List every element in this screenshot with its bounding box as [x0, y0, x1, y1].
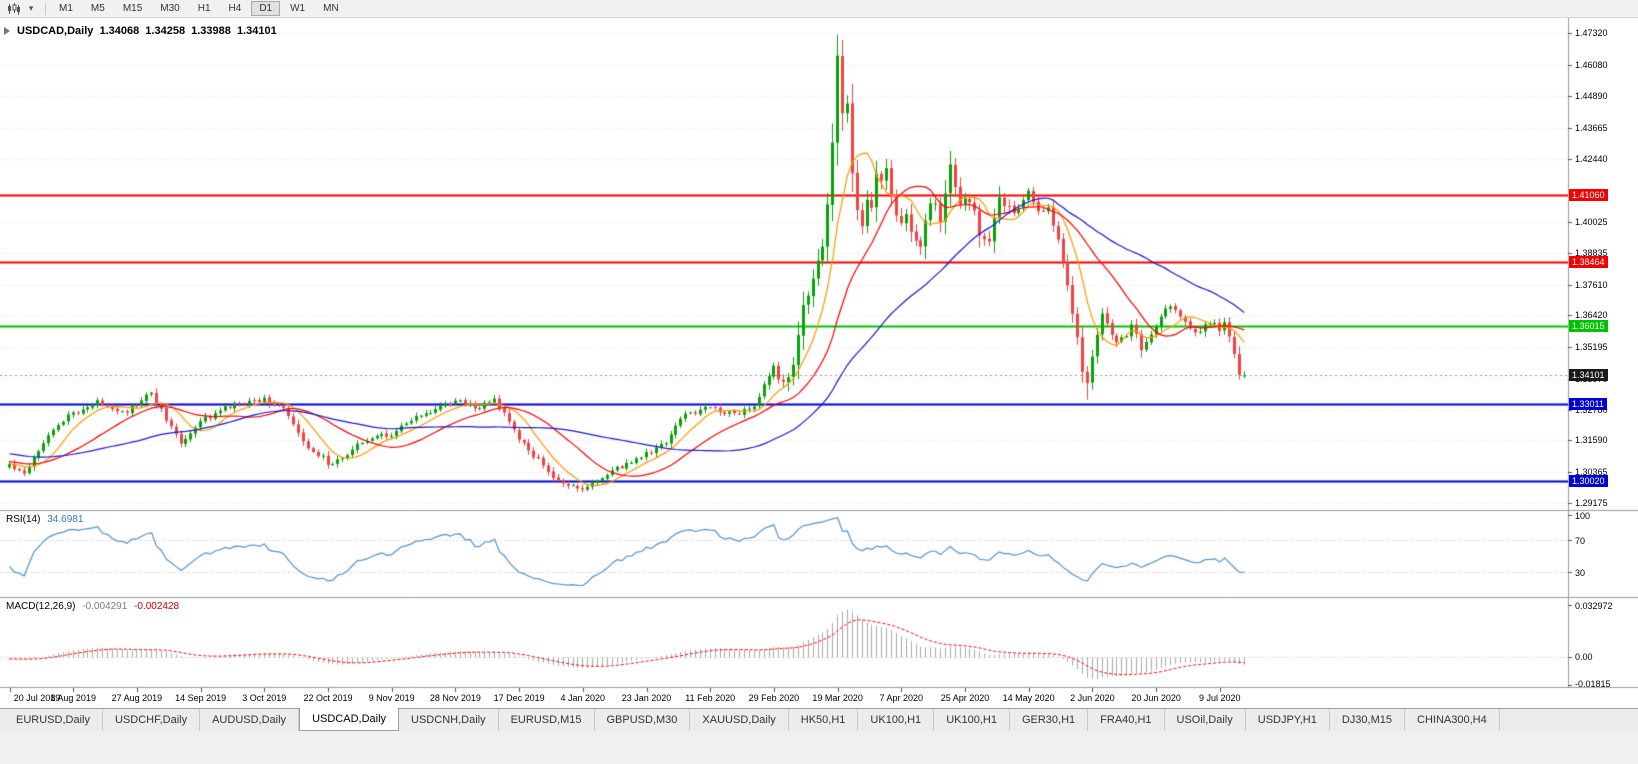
timeframe-dropdown-icon[interactable]: ▾	[22, 1, 40, 17]
timeframe-w1[interactable]: W1	[282, 1, 313, 16]
toolbar-separator	[45, 2, 46, 15]
chart-low-value: 1.33988	[191, 25, 231, 37]
macd-indicator-name: MACD(12,26,9)	[6, 601, 76, 612]
timeframe-buttons: M1 M5 M15 M30 H1 H4 D1 W1 MN	[51, 1, 347, 16]
chart-close-value: 1.34101	[236, 25, 277, 37]
chart-tab-usdcad-daily[interactable]: USDCAD,Daily	[299, 708, 400, 731]
rsi-indicator-name: RSI(14)	[6, 514, 41, 525]
one-click-trading-icon[interactable]	[4, 27, 10, 35]
price-axis[interactable]	[1568, 18, 1638, 688]
chart-tab-xauusd-daily[interactable]: XAUUSD,Daily	[690, 709, 789, 731]
timeframe-h1[interactable]: H1	[190, 1, 219, 16]
chart-tab-usdcnh-daily[interactable]: USDCNH,Daily	[399, 709, 499, 731]
chart-tab-uk100-h1[interactable]: UK100,H1	[858, 709, 935, 731]
timeframe-d1[interactable]: D1	[251, 1, 281, 16]
rsi-header: RSI(14) 34.6981	[6, 514, 87, 525]
chart-tabs-bar: EURUSD,Daily USDCHF,Daily AUDUSD,Daily USDC…	[0, 708, 1638, 731]
chart-tab-usoil-daily[interactable]: USOil,Daily	[1165, 709, 1246, 731]
chart-tab-gbpusd-m30[interactable]: GBPUSD,M30	[595, 709, 691, 731]
timeframe-mn[interactable]: MN	[315, 1, 347, 16]
chart-tab-fra40-h1[interactable]: FRA40,H1	[1088, 709, 1165, 731]
macd-signal-value: -0.002428	[134, 601, 180, 612]
chart-tab-audusd-daily[interactable]: AUDUSD,Daily	[200, 709, 300, 731]
timeframe-h4[interactable]: H4	[221, 1, 250, 16]
chart-canvas[interactable]	[0, 18, 1638, 708]
timeframe-m5[interactable]: M5	[83, 1, 113, 16]
chart-tab-ger30-h1[interactable]: GER30,H1	[1010, 709, 1089, 731]
status-bar	[0, 731, 1638, 764]
top-toolbar: ▾ M1 M5 M15 M30 H1 H4 D1 W1 MN	[0, 0, 1638, 18]
chart-tab-usdchf-daily[interactable]: USDCHF,Daily	[103, 709, 201, 731]
macd-current-value: -0.004291	[82, 601, 128, 612]
chart-type-candlestick-icon[interactable]	[4, 1, 22, 17]
chart-window: USDCAD,Daily 1.34068 1.34258 1.33988 1.3…	[0, 18, 1638, 708]
chart-tab-eurusd-daily[interactable]: EURUSD,Daily	[4, 709, 103, 731]
chart-tab-china300-h4[interactable]: CHINA300,H4	[1405, 709, 1500, 731]
chart-tab-eurusd-m15[interactable]: EURUSD,M15	[499, 709, 595, 731]
chart-tab-usdjpy-h1[interactable]: USDJPY,H1	[1246, 709, 1330, 731]
rsi-current-value: 34.6981	[47, 514, 84, 525]
timeframe-m30[interactable]: M30	[152, 1, 187, 16]
chart-symbol-period: USDCAD,Daily	[17, 25, 94, 37]
timeframe-m1[interactable]: M1	[51, 1, 81, 16]
chart-tab-uk100-h1[interactable]: UK100,H1	[934, 709, 1010, 731]
chart-title: USDCAD,Daily 1.34068 1.34258 1.33988 1.3…	[17, 25, 280, 37]
chart-tab-hk50-h1[interactable]: HK50,H1	[789, 709, 859, 731]
macd-header: MACD(12,26,9) -0.004291 -0.002428	[6, 601, 183, 612]
time-axis[interactable]	[0, 688, 1568, 708]
timeframe-m15[interactable]: M15	[115, 1, 150, 16]
chart-high-value: 1.34258	[145, 25, 186, 37]
chart-open-value: 1.34068	[99, 25, 140, 37]
candlestick-icon	[7, 2, 20, 15]
chart-tab-dj30-m15[interactable]: DJ30,M15	[1330, 709, 1405, 731]
